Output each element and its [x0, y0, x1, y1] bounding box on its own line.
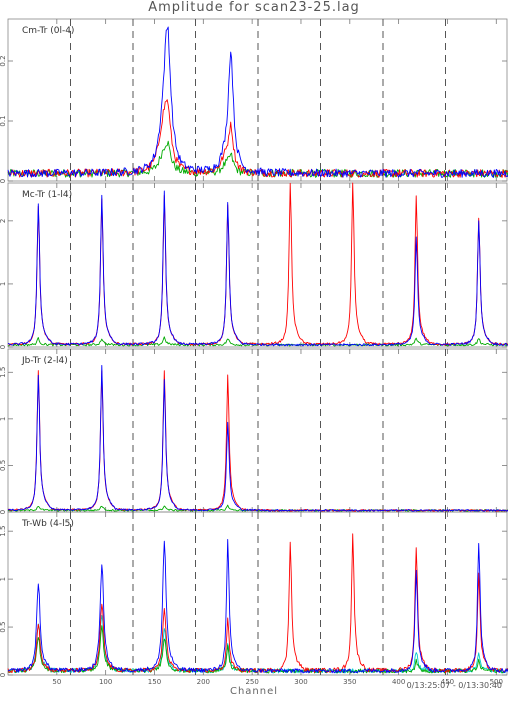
y-tick-label: 0.5 [0, 621, 7, 632]
panel-label: Mc-Tr (1-l4) [22, 190, 72, 200]
x-tick-label: 500 [490, 678, 503, 686]
x-tick-label: 50 [52, 678, 61, 686]
series-line-3 [7, 140, 508, 178]
y-tick-label: 0.1 [0, 115, 7, 126]
series-line-1 [7, 190, 508, 347]
y-tick-label: 0 [0, 510, 7, 514]
y-tick-label: 0.2 [0, 55, 7, 66]
panel-label: Tr-Wb (4-l5) [21, 519, 74, 529]
series-line-1 [7, 538, 508, 674]
y-tick-label: 0.5 [0, 460, 7, 471]
x-tick-label: 150 [148, 678, 161, 686]
panel-label: Cm-Tr (0l-4) [22, 26, 74, 36]
y-tick-label: 2 [0, 219, 7, 223]
y-tick-label: 0 [0, 673, 7, 677]
x-tick-label: 450 [441, 678, 454, 686]
y-tick-label: 0 [0, 345, 7, 349]
series-line-1 [7, 364, 508, 512]
x-tick-label: 100 [99, 678, 112, 686]
panel-1: 0 0.1 0.2 Cm-Tr (0l-4) [0, 18, 508, 183]
y-tick-label: 1.5 [0, 526, 7, 537]
series-line-1 [7, 26, 508, 178]
x-tick-label: 350 [343, 678, 356, 686]
y-tick-label: 1 [0, 282, 7, 286]
y-tick-label: 1.5 [0, 367, 7, 378]
y-tick-label: 1 [0, 417, 7, 421]
panel-4: 0 0.5 1 1.5 Tr-Wb (4-l5) 50 100 150 200 250 300 350… [0, 511, 508, 686]
x-tick-label: 300 [294, 678, 307, 686]
panel-2: 0 1 2 Mc-Tr (1-l4) [0, 182, 508, 349]
panel-3: 0 0.5 1 1.5 Jb-Tr (2-l4) [0, 348, 508, 514]
chart-title: Amplitude for scan23-25.lag [148, 0, 360, 15]
panel-label: Jb-Tr (2-l4) [21, 356, 68, 366]
y-tick-label: 1 [0, 577, 7, 581]
x-tick-label: 200 [197, 678, 210, 686]
x-axis-label: Channel [229, 686, 279, 697]
x-tick-label: 400 [392, 678, 405, 686]
time-range-label: 0/13:25:07 - 0/13:30:40 [406, 681, 502, 690]
x-tick-label: 250 [245, 678, 258, 686]
y-tick-label: 0 [0, 179, 7, 183]
